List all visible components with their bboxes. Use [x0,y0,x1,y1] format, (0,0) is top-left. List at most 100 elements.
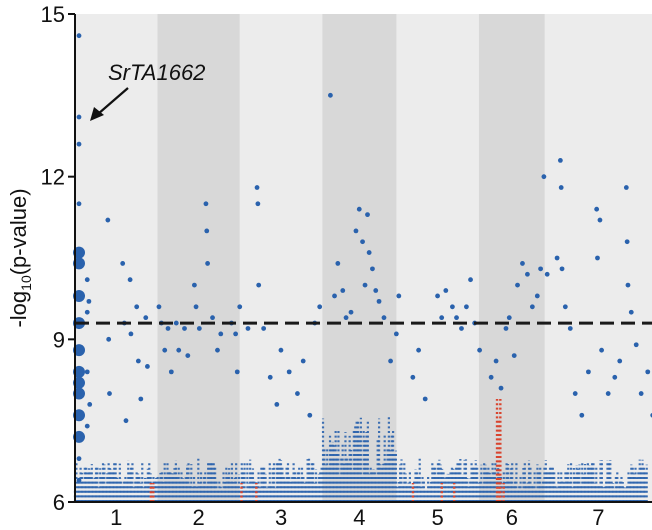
snp-point [210,315,215,321]
snp-point [586,369,591,375]
snp-point [396,293,402,299]
snp-point [343,315,349,321]
snp-point [597,217,603,223]
snp-point [362,282,368,288]
snp-point [468,277,473,283]
snp-point [261,326,267,331]
snp-point [572,391,578,396]
snp-point [477,347,483,353]
snp-point [393,331,399,337]
snp-point [255,201,261,207]
snp-point [493,358,499,364]
snp-point [605,391,611,396]
snp-point [594,206,600,212]
snp-point [256,282,262,288]
snp-point [215,347,220,353]
snp-point [328,92,333,98]
snp-point [366,250,372,255]
snp-point [435,293,440,299]
snp-point [612,374,618,380]
snp-point [120,261,126,266]
snp-point [278,347,284,353]
y-axis-label-subscript: 10 [18,275,34,291]
snp-point [633,342,639,348]
snp-point [86,298,92,304]
snp-point [439,315,445,321]
y-ticks: 6 9 12 15 [41,2,75,515]
snp-point [595,255,600,261]
y-tick-label: 9 [53,327,65,352]
snp-point [370,266,375,272]
snp-point [145,364,150,369]
snp-point [138,396,144,402]
snp-point [84,369,90,375]
snp-point [295,391,300,396]
snp-point [529,304,535,310]
chromosome-bands [75,14,652,502]
snp-point [286,369,292,375]
snp-point [579,412,585,418]
snp-point [515,282,520,288]
chromosome-band-5 [396,14,479,502]
x-tick-label: 7 [592,505,604,530]
snp-point [274,402,280,407]
snp-point [554,255,560,261]
snp-point [185,353,191,358]
snp-point [307,412,313,418]
snp-point [203,201,209,207]
annotation-label: SrTA1662 [108,60,205,85]
snp-point [376,298,382,304]
axes [74,14,652,503]
snp-point [192,282,197,288]
snp-point [233,331,239,337]
snp-point [525,271,530,277]
snp-point [544,271,550,277]
x-tick-label: 5 [432,505,444,530]
snp-point [127,277,133,283]
snp-point [356,206,362,212]
snp-point [541,174,547,180]
snp-point [218,331,224,337]
chromosome-band-2 [157,14,240,502]
snp-point [623,185,629,190]
y-axis-label-prefix: -log [6,291,31,328]
snp-point [365,212,370,218]
x-ticks: 1 2 3 4 5 6 7 [110,505,604,530]
snp-point [520,261,525,266]
snp-point [388,358,393,364]
snp-point [335,261,341,266]
snp-point [196,326,202,331]
snp-point [360,239,365,245]
snp-point [76,33,82,39]
x-tick-label: 1 [110,505,122,530]
snp-point [628,309,634,315]
snp-point [645,369,651,375]
snp-point [410,374,416,380]
snp-point [123,418,129,424]
snp-point [204,228,210,234]
snp-point [76,477,82,483]
snp-point [538,266,543,272]
snp-point [558,185,564,190]
x-tick-label: 2 [193,505,205,530]
snp-point [498,385,504,391]
snp-point [340,288,346,293]
annotation: SrTA1662 [90,60,205,121]
snp-point [84,309,90,315]
snp-point [84,277,90,283]
snp-point [165,326,171,331]
snp-point [559,266,565,272]
snp-point [624,239,630,245]
snp-point [506,315,512,321]
chromosome-band-1 [75,14,158,502]
snp-point [234,369,240,375]
snp-point [237,304,243,310]
snp-point [168,369,174,375]
snp-point [422,396,428,402]
snp-point [459,326,464,331]
snp-point [534,293,540,299]
y-tick-label: 6 [53,490,65,515]
snp-point [348,309,354,315]
snp-point [205,261,210,266]
